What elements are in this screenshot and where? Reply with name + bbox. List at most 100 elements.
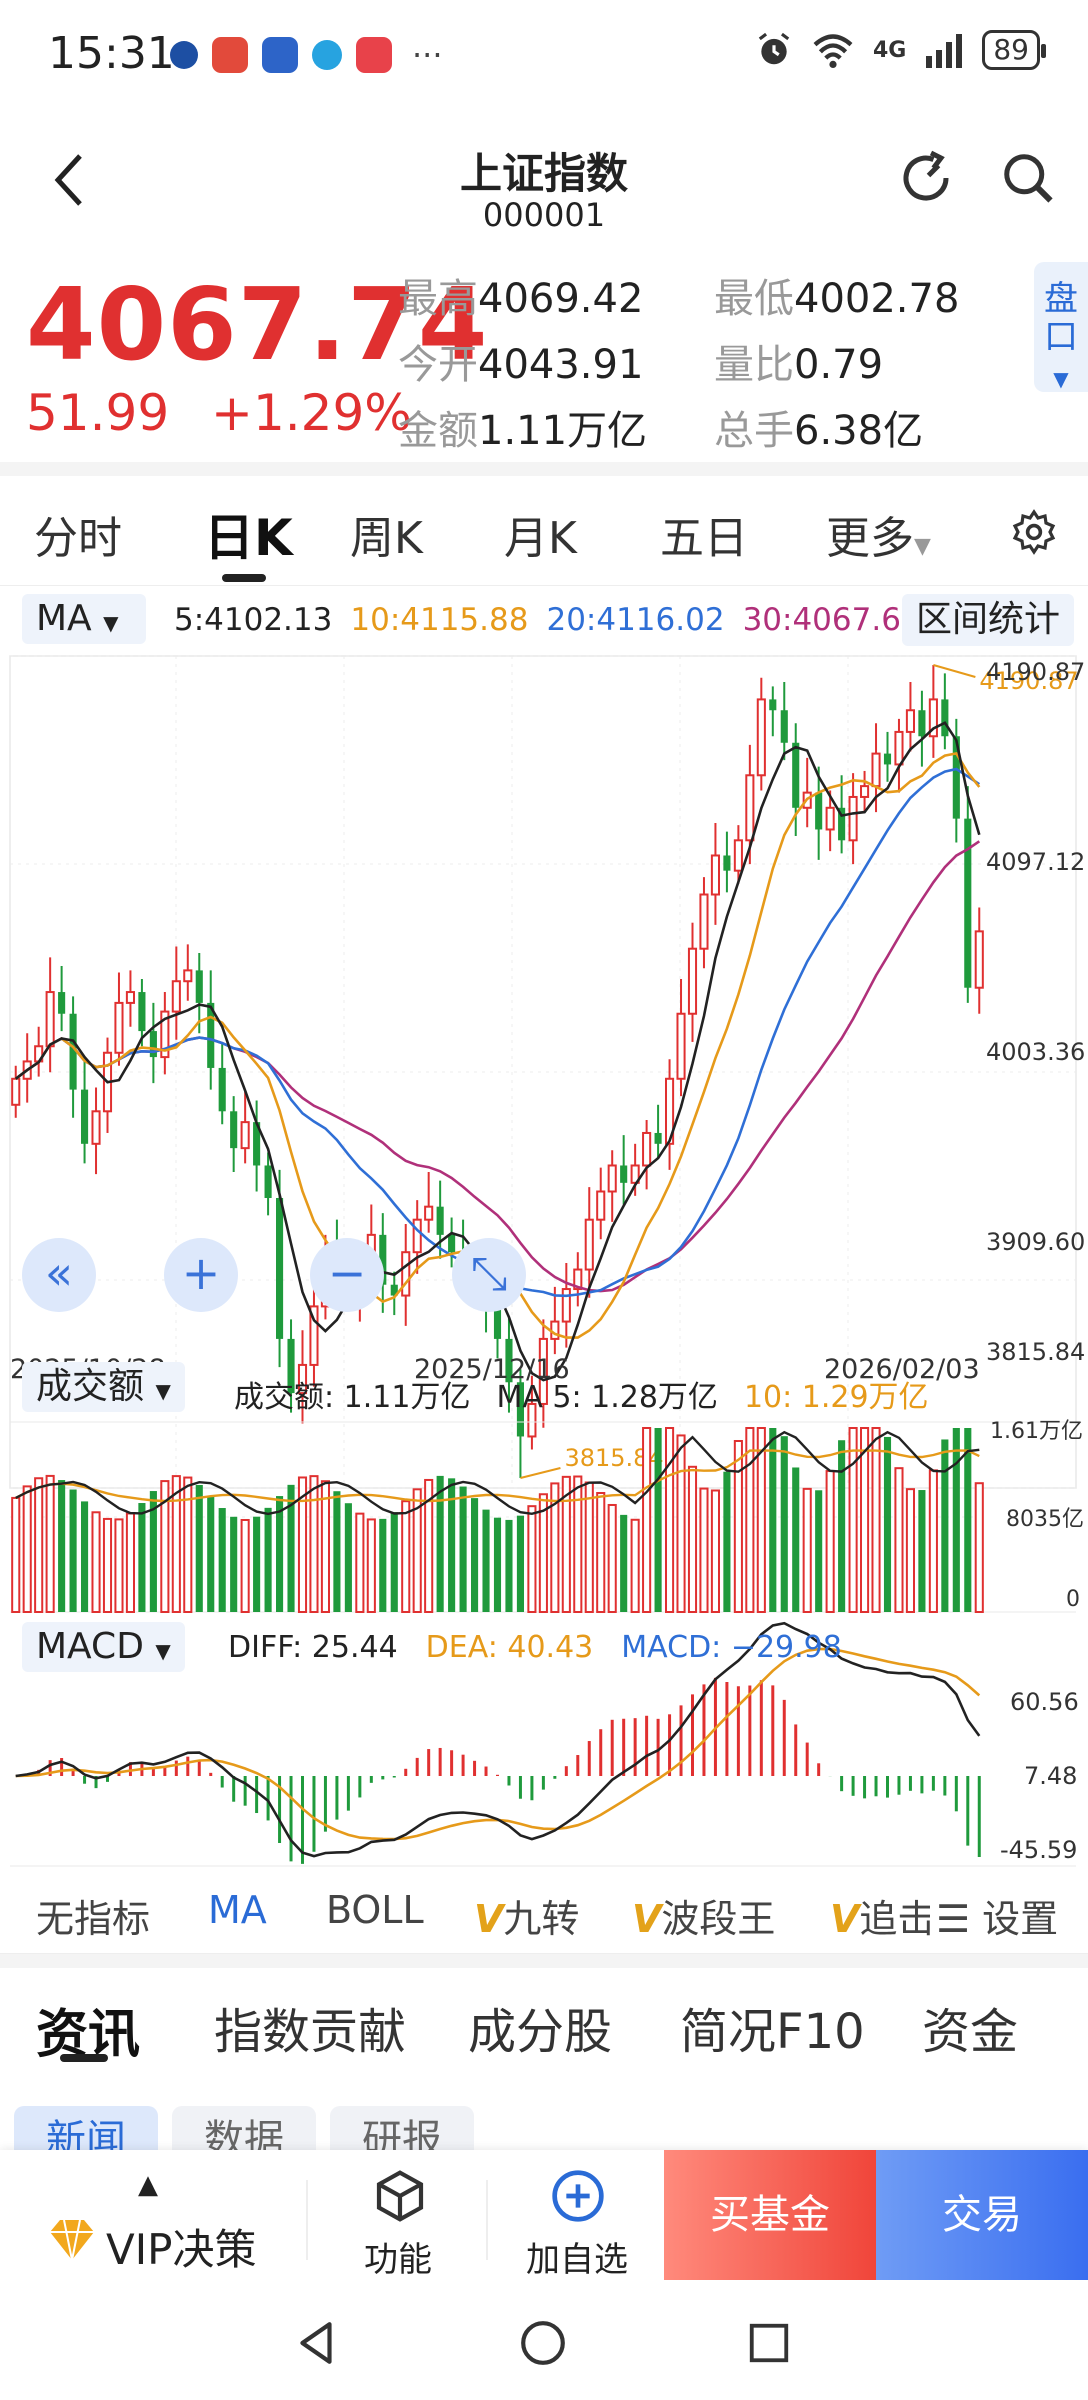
network-type: 4G	[872, 37, 907, 63]
tab-more-label: 更多	[826, 513, 914, 564]
vip-decision-label: VIP决策	[106, 2225, 257, 2274]
volume-bar	[366, 1518, 376, 1614]
search-icon[interactable]	[998, 148, 1058, 208]
candle-body	[573, 1268, 583, 1291]
volume-bar	[630, 1518, 640, 1614]
tab-more[interactable]: 更多▼	[826, 502, 931, 566]
system-navigation-bar	[0, 2286, 1088, 2400]
volume-bar	[733, 1439, 743, 1613]
fullscreen-button[interactable]: ⤡	[452, 1238, 526, 1312]
candle-body	[527, 1402, 537, 1438]
volume-bar	[550, 1482, 560, 1614]
volume-bar	[918, 1490, 926, 1612]
macd-readouts: DIFF: 25.44 DEA: 40.43 MACD: −29.98	[228, 1630, 842, 1665]
volume-bar	[538, 1493, 548, 1614]
vip-decision-button[interactable]: ▲ VIP决策	[0, 2150, 306, 2286]
settings-gear-icon[interactable]	[1010, 508, 1058, 556]
date-axis-tick: 2025/12/16	[414, 1354, 570, 1385]
ma-selector[interactable]: MA ▼	[22, 594, 146, 644]
candle-body	[780, 710, 788, 743]
tab-capital[interactable]: 资金	[922, 2004, 1019, 2060]
nav-back-icon[interactable]	[292, 2318, 342, 2368]
candle-body	[45, 991, 55, 1048]
candle-body	[815, 792, 823, 830]
tab-five-day[interactable]: 五日	[660, 513, 748, 564]
candle-body	[58, 992, 66, 1014]
candle-body	[253, 1122, 261, 1166]
volume-bar	[505, 1519, 513, 1612]
volume-selector-label: 成交额	[36, 1366, 145, 1407]
divider	[0, 1954, 1088, 1968]
volume-bar	[355, 1512, 365, 1614]
indicator-ma[interactable]: MA	[208, 1888, 267, 1932]
v-icon: V	[474, 1897, 504, 1941]
add-circle-icon	[552, 2170, 604, 2222]
scroll-left-button[interactable]: «	[22, 1238, 96, 1312]
volume-bar	[333, 1491, 341, 1612]
divider	[306, 2180, 308, 2260]
trade-button[interactable]: 交易	[876, 2150, 1088, 2280]
volume-bar	[482, 1509, 490, 1612]
indicator-jiuzhuan-label: 九转	[503, 1897, 580, 1941]
min-pointer	[520, 1467, 561, 1479]
kline-chart-area: MA ▼ 5:4102.13 10:4115.88 20:4116.02 30:…	[0, 590, 1088, 1870]
volume-bar	[780, 1436, 788, 1612]
volume-axis-tick: 0	[1066, 1587, 1080, 1612]
tab-monthly-k[interactable]: 月K	[504, 513, 577, 564]
back-icon[interactable]	[50, 150, 90, 210]
interval-stats-button[interactable]: 区间统计	[901, 594, 1074, 646]
volume-bar	[723, 1471, 731, 1612]
indicator-settings[interactable]: ☰ 设置	[930, 1888, 1059, 1943]
indicator-none[interactable]: 无指标	[36, 1897, 151, 1941]
candle-body	[710, 854, 720, 896]
volume-bar	[825, 1470, 835, 1613]
candle-body	[516, 1382, 524, 1437]
kline-chart-svg[interactable]: 4190.87 3815.84 4190.87 4097.12 4003.36 3909.…	[0, 590, 1088, 1870]
macd-selector[interactable]: MACD ▼	[22, 1622, 185, 1672]
volume-bar	[527, 1505, 537, 1613]
tab-intraday[interactable]: 分时	[34, 513, 122, 564]
volume-bar	[11, 1496, 21, 1613]
volume-ma10: 10: 1.29万亿	[743, 1380, 929, 1415]
volume-bar	[320, 1480, 330, 1613]
indicator-zhuiji[interactable]: V追击	[830, 1888, 935, 1943]
date-axis-tick: 2026/02/03	[824, 1354, 980, 1385]
stat-value: 4069.42	[478, 276, 644, 322]
volume-bar	[287, 1484, 295, 1612]
zoom-out-button[interactable]: −	[310, 1238, 384, 1312]
nav-home-icon[interactable]	[518, 2318, 568, 2368]
price-axis-tick: 4003.36	[986, 1038, 1085, 1066]
tab-f10[interactable]: 简况F10	[680, 2004, 865, 2060]
tab-constituents[interactable]: 成分股	[468, 2004, 613, 2060]
function-button[interactable]: 功能	[320, 2150, 480, 2286]
signal-icon	[926, 34, 963, 68]
change-value: 51.99	[26, 384, 170, 442]
candle-body	[160, 1010, 170, 1059]
buy-fund-button[interactable]: 买基金	[664, 2150, 876, 2280]
volume-axis-tick: 1.61万亿	[990, 1419, 1083, 1444]
tab-daily-k[interactable]: 日K	[204, 509, 293, 567]
zoom-in-button[interactable]: +	[164, 1238, 238, 1312]
status-indicators: 4G 89	[755, 30, 1046, 70]
volume-selector[interactable]: 成交额 ▼	[22, 1362, 185, 1412]
volume-bar	[309, 1475, 319, 1613]
candle-body	[974, 930, 984, 989]
candle-body	[550, 1320, 560, 1340]
indicator-boduan[interactable]: V波段王	[632, 1888, 775, 1943]
volume-bar	[769, 1428, 777, 1612]
pankou-button[interactable]: 盘口 ▼	[1034, 262, 1088, 392]
candle-body	[424, 1205, 434, 1221]
candle-body	[240, 1121, 250, 1150]
add-watchlist-button[interactable]: 加自选	[494, 2150, 660, 2286]
refresh-icon[interactable]	[896, 148, 956, 208]
candle-body	[620, 1165, 628, 1183]
stat-value: 0.79	[794, 342, 884, 388]
nav-recents-icon[interactable]	[746, 2320, 792, 2366]
indicator-boll[interactable]: BOLL	[326, 1888, 424, 1932]
tab-weekly-k[interactable]: 周K	[350, 513, 423, 564]
tab-index-contribution[interactable]: 指数贡献	[214, 2004, 407, 2060]
volume-bar	[459, 1486, 467, 1612]
pankou-label: 盘口	[1044, 279, 1078, 357]
quote-summary: 4067.74 51.99 +1.29% 最高4069.42 最低4002.78…	[0, 262, 1088, 462]
indicator-jiuzhuan[interactable]: V九转	[474, 1888, 579, 1943]
